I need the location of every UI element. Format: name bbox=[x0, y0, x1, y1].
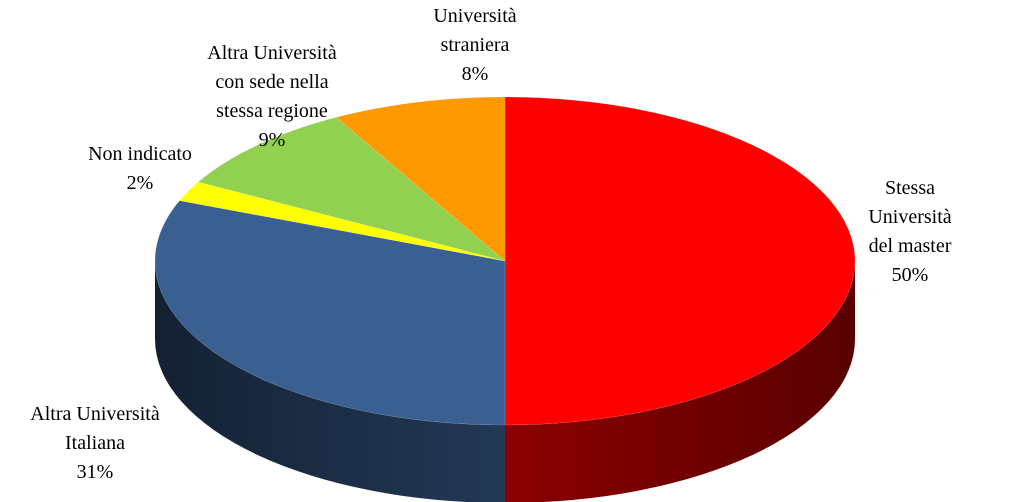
slice bbox=[335, 96, 506, 262]
slice-side bbox=[505, 261, 855, 502]
category-name: Altra Università con sede nella stessa r… bbox=[207, 42, 337, 122]
slice-label: Non indicato 2% bbox=[88, 140, 192, 198]
category-name: Non indicato bbox=[88, 143, 192, 165]
percent-label: 50% bbox=[891, 264, 929, 286]
slice bbox=[154, 200, 506, 426]
slice-label: Altra Università Italiana 31% bbox=[30, 400, 159, 487]
category-name: Stessa Università del master bbox=[868, 177, 952, 257]
category-name: Università straniera bbox=[433, 5, 517, 56]
slice-side bbox=[155, 261, 505, 502]
category-name: Altra Università Italiana bbox=[30, 403, 160, 454]
percent-label: 8% bbox=[461, 63, 489, 85]
slice-label: Altra Università con sede nella stessa r… bbox=[207, 39, 336, 155]
slice bbox=[197, 117, 506, 262]
percent-label: 2% bbox=[126, 172, 154, 194]
percent-label: 9% bbox=[258, 129, 286, 151]
slice-label: Università straniera 8% bbox=[433, 2, 516, 89]
percent-label: 31% bbox=[76, 461, 114, 483]
slice-label: Stessa Università del master 50% bbox=[856, 174, 965, 290]
slice bbox=[504, 96, 856, 426]
slice bbox=[179, 181, 506, 262]
